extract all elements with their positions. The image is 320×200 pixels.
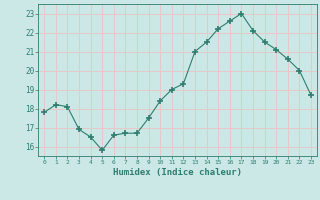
X-axis label: Humidex (Indice chaleur): Humidex (Indice chaleur) bbox=[113, 168, 242, 177]
